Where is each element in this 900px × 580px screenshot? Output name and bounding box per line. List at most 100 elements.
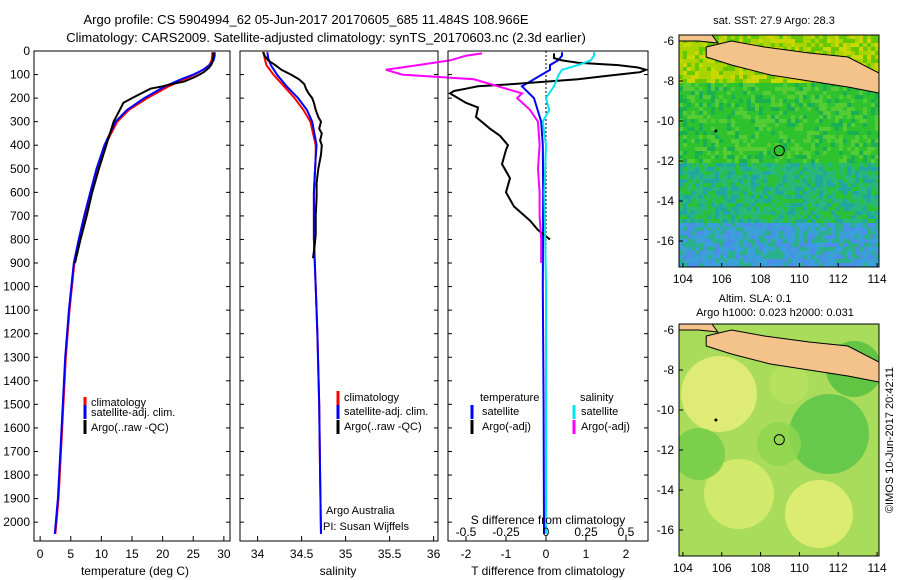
sst-cell [819,259,823,263]
sst-cell [723,143,727,147]
sst-cell [695,259,699,263]
sst-cell [723,91,727,95]
sst-cell [699,255,703,259]
sst-cell [759,235,763,239]
sst-cell [679,251,683,255]
sst-cell [819,183,823,187]
sst-cell [799,107,803,111]
sst-cell [731,259,735,263]
sst-cell [791,227,795,231]
sst-cell [795,91,799,95]
sst-cell [727,227,731,231]
sst-cell [751,191,755,195]
sst-cell [811,223,815,227]
sst-cell [739,155,743,159]
sst-cell [871,39,875,43]
sst-cell [695,183,699,187]
sst-cell [695,43,699,47]
sst-cell [735,131,739,135]
sst-cell [799,227,803,231]
sst-cell [751,215,755,219]
sst-cell [747,111,751,115]
sst-cell [771,127,775,131]
sst-cell [839,187,843,191]
sst-cell [723,107,727,111]
sst-cell [699,71,703,75]
sst-cell [847,235,851,239]
sst-cell [771,195,775,199]
series-line-satellite [541,52,595,534]
sst-cell [751,239,755,243]
sst-cell [771,99,775,103]
sst-cell [751,259,755,263]
sst-cell [783,79,787,83]
sst-cell [875,131,879,135]
sst-cell [723,127,727,131]
sst-cell [783,163,787,167]
sst-cell [687,119,691,123]
sst-cell [827,195,831,199]
sst-cell [843,219,847,223]
sst-cell [827,159,831,163]
sst-cell [707,251,711,255]
sst-cell [747,163,751,167]
java-landmass [705,329,879,383]
sst-cell [751,179,755,183]
sst-cell [855,131,859,135]
sst-cell [843,259,847,263]
sst-cell [783,223,787,227]
sst-cell [723,219,727,223]
sst-cell [791,47,795,51]
sst-cell [703,163,707,167]
sst-cell [707,147,711,151]
sst-cell [855,211,859,215]
sst-cell [867,111,871,115]
sst-cell [727,99,731,103]
sst-cell [819,243,823,247]
sst-cell [791,79,795,83]
sst-cell [787,183,791,187]
sst-cell [699,131,703,135]
x-tick-label: 1 [583,547,590,561]
sst-cell [787,147,791,151]
sst-cell [763,159,767,163]
sst-cell [763,239,767,243]
sst-cell [679,183,683,187]
sst-cell [727,119,731,123]
sst-cell [755,175,759,179]
sst-cell [771,107,775,111]
sst-cell [699,107,703,111]
sst-cell [779,43,783,47]
sst-cell [719,95,723,99]
sst-cell [731,223,735,227]
sst-cell [815,231,819,235]
sst-cell [763,167,767,171]
sst-cell [695,123,699,127]
sst-cell [695,99,699,103]
sst-cell [867,99,871,103]
sst-cell [771,251,775,255]
sst-cell [815,103,819,107]
sst-cell [863,59,867,63]
sst-cell [823,251,827,255]
sst-cell [827,35,831,39]
sst-cell [831,163,835,167]
sst-cell [763,235,767,239]
sst-cell [831,231,835,235]
sst-cell [707,211,711,215]
sst-cell [843,95,847,99]
sst-cell [819,159,823,163]
sst-cell [843,151,847,155]
sst-cell [799,171,803,175]
sst-cell [823,235,827,239]
sst-cell [755,91,759,95]
sst-cell [759,35,763,39]
sst-cell [723,35,727,39]
christmas-island [714,418,718,422]
sst-cell [707,223,711,227]
sst-cell [707,87,711,91]
sst-cell [691,175,695,179]
sst-cell [731,143,735,147]
sst-cell [771,183,775,187]
sst-cell [739,123,743,127]
